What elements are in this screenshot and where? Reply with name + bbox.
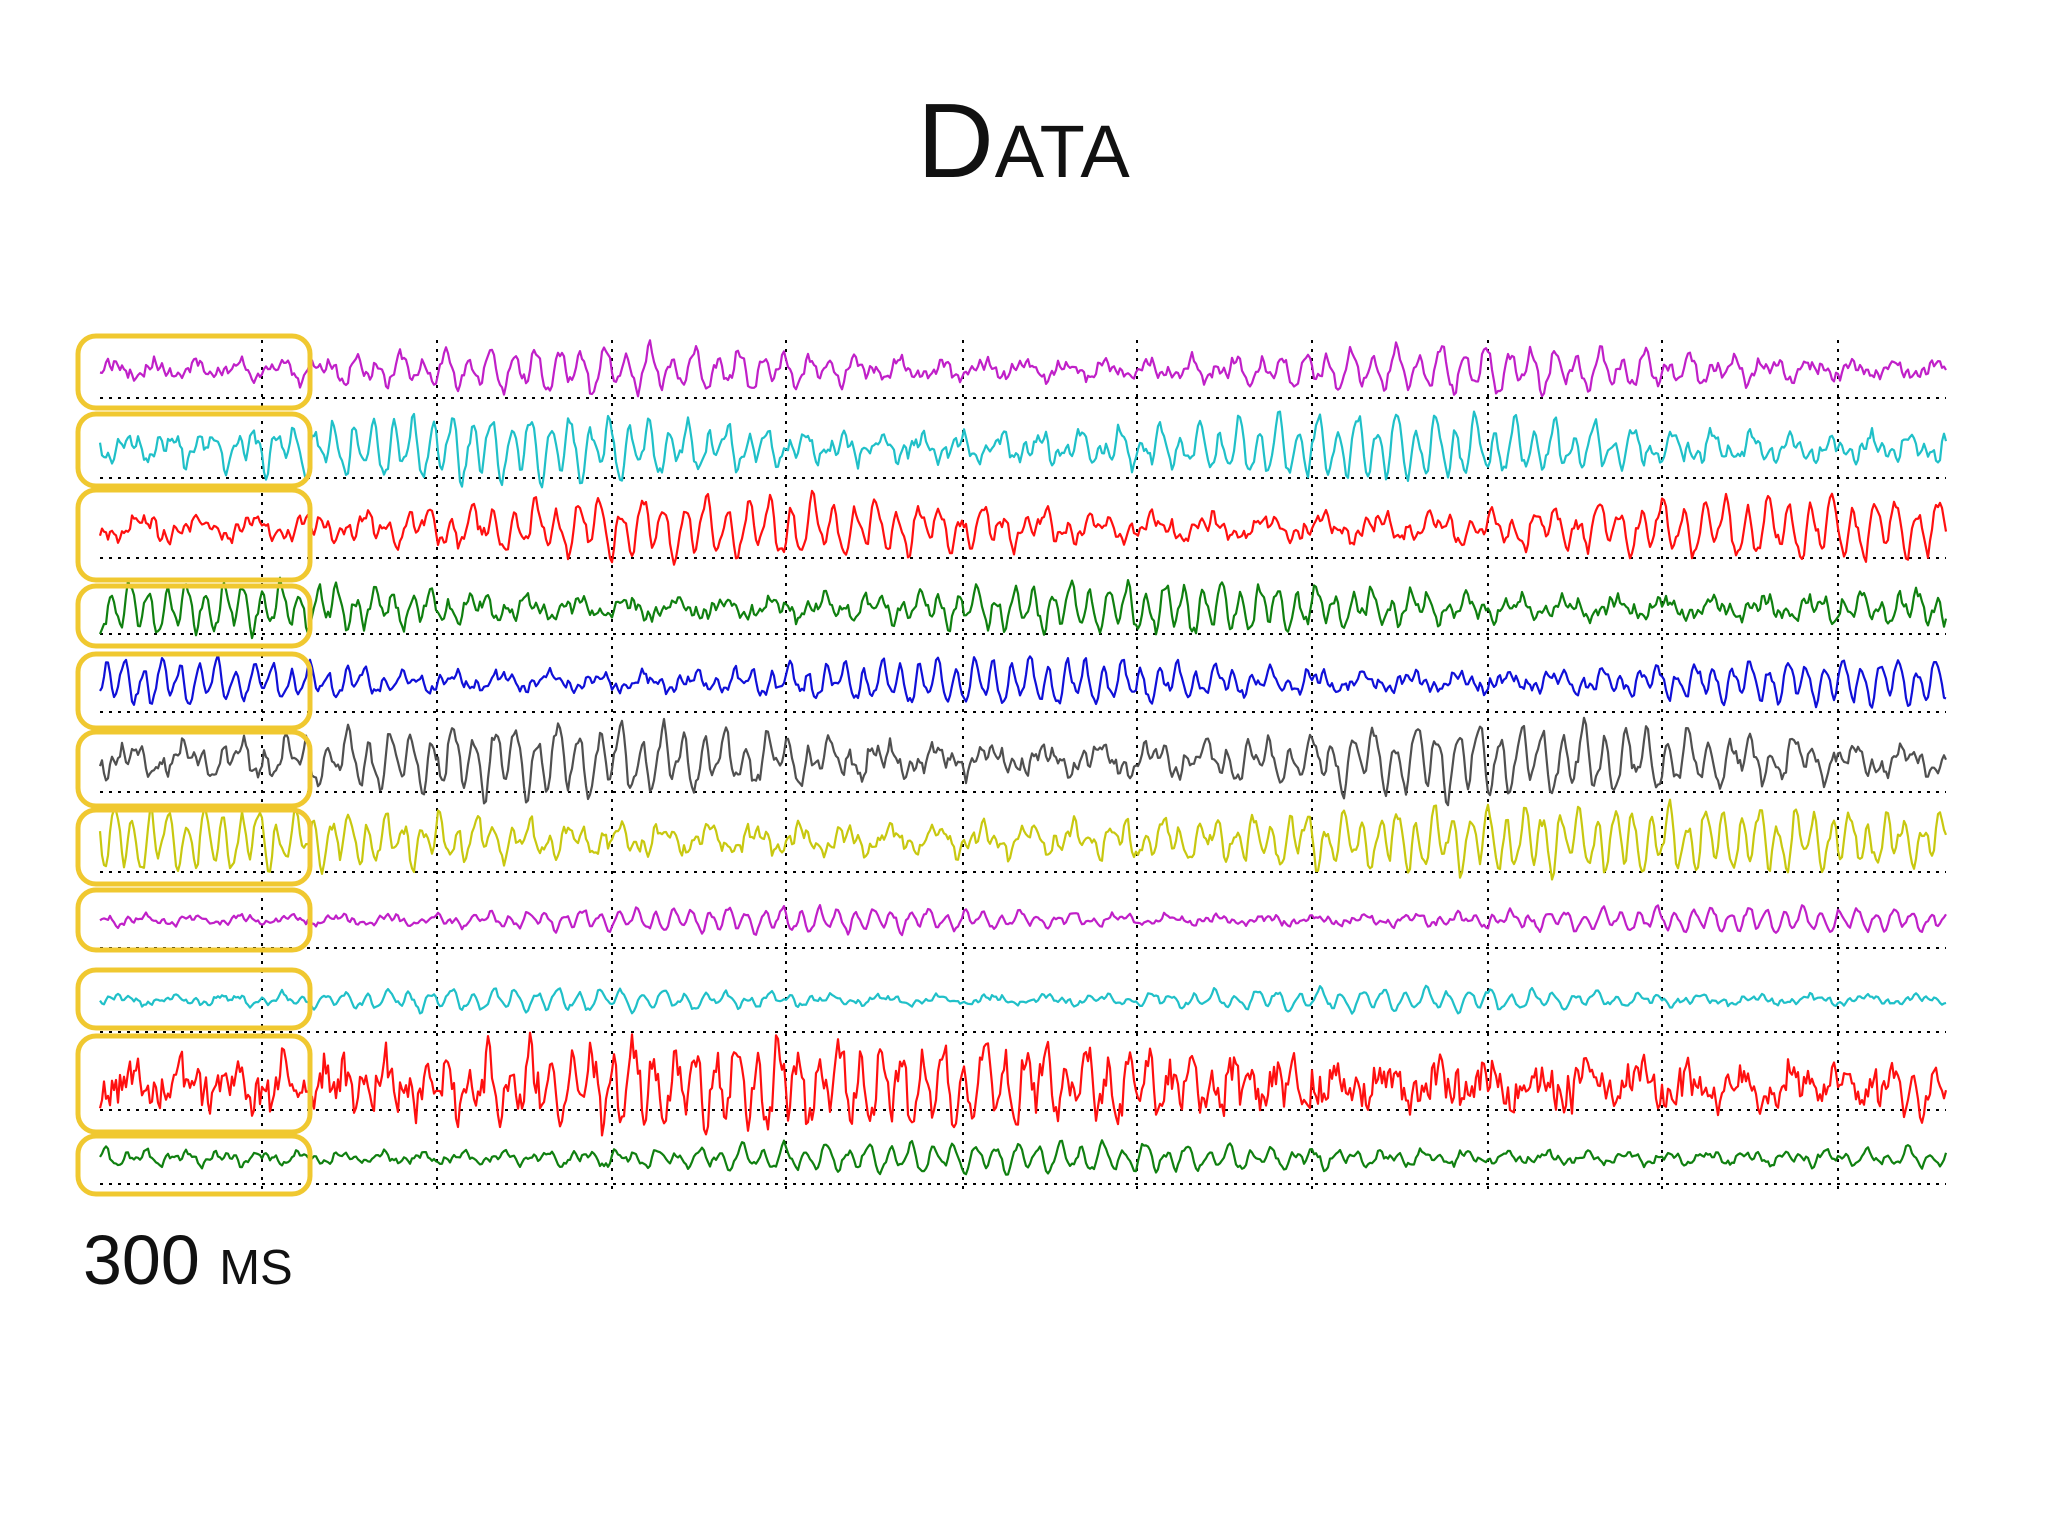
- window-highlight-box: [75, 1033, 313, 1135]
- eeg-channel-trace: [98, 1031, 1948, 1137]
- window-highlight-box: [75, 487, 313, 583]
- window-highlight-box: [75, 729, 313, 809]
- eeg-channel-trace: [98, 576, 1948, 640]
- eeg-channel-trace: [99, 904, 1947, 937]
- window-highlight-box: [75, 887, 313, 953]
- slide-title: Data: [917, 82, 1131, 200]
- window-highlight-box: [75, 967, 313, 1031]
- eeg-traces: [98, 339, 1948, 1176]
- eeg-channel-trace: [98, 716, 1948, 807]
- eeg-channel-trace: [98, 489, 1948, 566]
- window-highlight-box: [75, 411, 313, 489]
- window-highlight-box: [75, 807, 313, 887]
- window-highlights: [75, 333, 313, 1197]
- window-highlight-box: [75, 651, 313, 731]
- eeg-channel-trace: [98, 410, 1948, 489]
- window-duration-label: 300 ms: [83, 1221, 293, 1299]
- eeg-channel-trace: [99, 984, 1947, 1015]
- eeg-channel-trace: [98, 798, 1948, 881]
- window-highlight-box: [75, 333, 313, 411]
- window-highlight-box: [75, 1133, 313, 1197]
- eeg-channel-trace: [99, 653, 1947, 709]
- eeg-channel-trace: [99, 339, 1947, 398]
- window-highlight-box: [75, 583, 313, 649]
- eeg-channel-trace: [99, 1139, 1948, 1176]
